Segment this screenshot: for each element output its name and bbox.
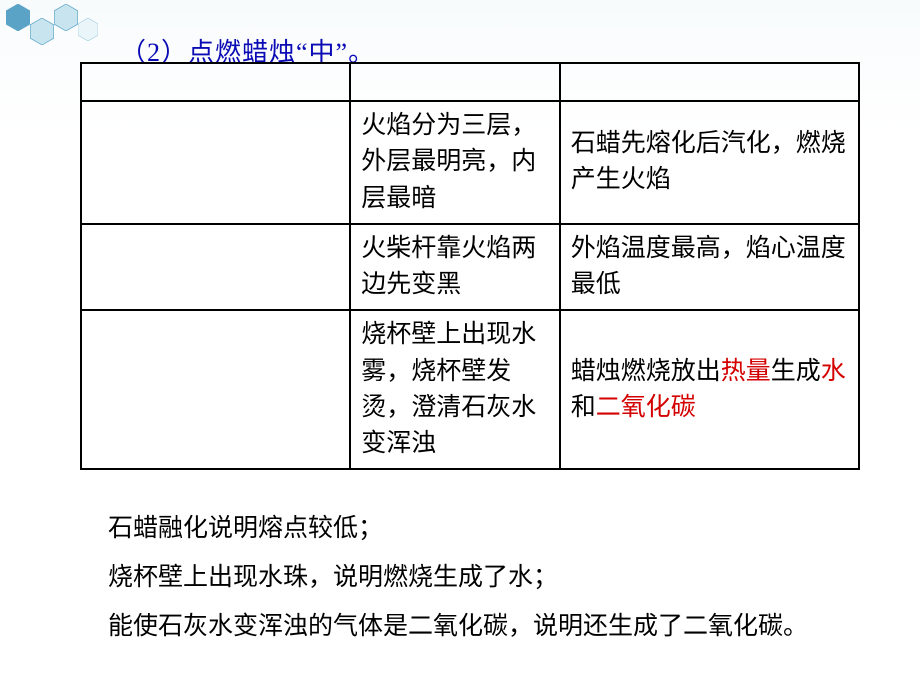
header-cell xyxy=(560,63,859,101)
notes-block: 石蜡融化说明熔点较低； 烧杯壁上出现水珠，说明燃烧生成了水； 能使石灰水变浑浊的… xyxy=(108,510,848,656)
table-row: 火焰分为三层，外层最明亮，内层最暗 石蜡先熔化后汽化，燃烧产生火焰 xyxy=(81,101,859,224)
table-cell xyxy=(81,224,350,311)
text-fragment: 蜡烛燃烧放出 xyxy=(571,358,721,385)
note-line: 石蜡融化说明熔点较低； xyxy=(108,510,848,549)
table-row: 烧杯壁上出现水雾，烧杯壁发烫，澄清石灰水变浑浊 蜡烛燃烧放出热量生成水和二氧化碳 xyxy=(81,310,859,469)
text-fragment: 生成 xyxy=(771,358,821,385)
table-cell: 火柴杆靠火焰两边先变黑 xyxy=(350,224,560,311)
highlight-water: 水 xyxy=(821,358,846,385)
table-cell: 石蜡先熔化后汽化，燃烧产生火焰 xyxy=(560,101,859,224)
table-cell xyxy=(81,310,350,469)
note-line: 能使石灰水变浑浊的气体是二氧化碳，说明还生成了二氧化碳。 xyxy=(108,608,848,647)
corner-decoration xyxy=(0,0,120,60)
highlight-heat: 热量 xyxy=(721,358,771,385)
header-cell xyxy=(350,63,560,101)
header-cell xyxy=(81,63,350,101)
table-row: 火柴杆靠火焰两边先变黑 外焰温度最高，焰心温度最低 xyxy=(81,224,859,311)
text-fragment: 和 xyxy=(571,394,596,421)
table-cell: 外焰温度最高，焰心温度最低 xyxy=(560,224,859,311)
table-header-row xyxy=(81,63,859,101)
note-line: 烧杯壁上出现水珠，说明燃烧生成了水； xyxy=(108,559,848,598)
table-cell: 烧杯壁上出现水雾，烧杯壁发烫，澄清石灰水变浑浊 xyxy=(350,310,560,469)
experiment-table: 火焰分为三层，外层最明亮，内层最暗 石蜡先熔化后汽化，燃烧产生火焰 火柴杆靠火焰… xyxy=(80,62,860,470)
table-cell xyxy=(81,101,350,224)
table-cell: 火焰分为三层，外层最明亮，内层最暗 xyxy=(350,101,560,224)
table-cell-conclusion: 蜡烛燃烧放出热量生成水和二氧化碳 xyxy=(560,310,859,469)
highlight-co2: 二氧化碳 xyxy=(596,394,696,421)
